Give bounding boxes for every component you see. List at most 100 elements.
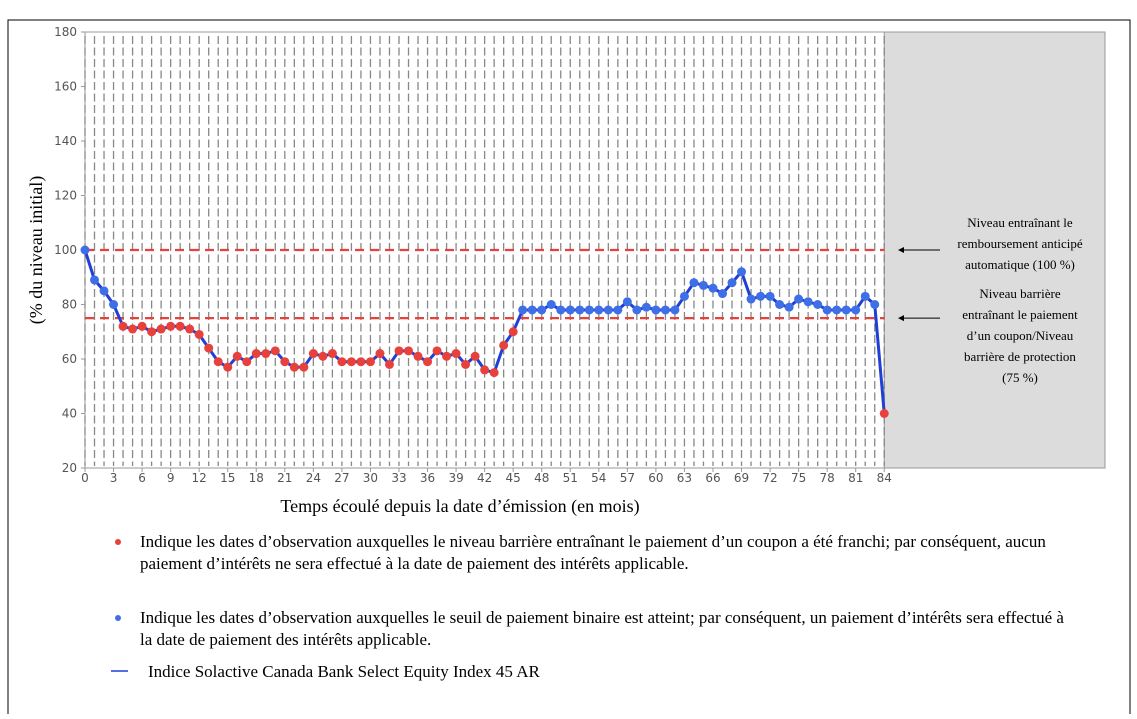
observation-dot bbox=[670, 305, 680, 315]
x-tick-label: 51 bbox=[563, 471, 578, 485]
observation-dot bbox=[765, 291, 775, 301]
observation-dot bbox=[223, 362, 233, 372]
legend-text: Indique les dates d’observation auxquell… bbox=[140, 608, 1064, 649]
observation-dot bbox=[832, 305, 842, 315]
observation-dot bbox=[185, 324, 195, 334]
y-tick-label: 140 bbox=[54, 134, 77, 148]
annotation-text: d’un coupon/Niveau bbox=[967, 328, 1074, 343]
observation-dot bbox=[384, 359, 394, 369]
observation-dot bbox=[461, 359, 471, 369]
observation-dot bbox=[813, 300, 823, 309]
x-tick-label: 69 bbox=[734, 471, 749, 485]
observation-dot bbox=[128, 324, 138, 334]
x-tick-label: 6 bbox=[138, 471, 146, 485]
observation-dot bbox=[708, 283, 718, 293]
annotation-text: (75 %) bbox=[1002, 370, 1038, 385]
x-tick-label: 54 bbox=[591, 471, 606, 485]
observation-dot bbox=[90, 275, 100, 285]
x-tick-label: 12 bbox=[192, 471, 207, 485]
observation-dot bbox=[308, 349, 318, 359]
observation-dot bbox=[575, 305, 585, 315]
observation-dot bbox=[147, 327, 157, 337]
observation-dot bbox=[641, 302, 651, 312]
observation-dot bbox=[356, 357, 366, 367]
x-tick-label: 66 bbox=[705, 471, 720, 485]
observation-dot bbox=[261, 349, 271, 359]
legend-line: Indique les dates d’observation auxquell… bbox=[140, 608, 1064, 627]
legend-dot bbox=[115, 615, 121, 621]
x-tick-label: 18 bbox=[249, 471, 264, 485]
observation-dot bbox=[632, 305, 642, 315]
observation-dot bbox=[432, 346, 442, 356]
y-tick-label: 80 bbox=[62, 298, 77, 312]
y-tick-label: 120 bbox=[54, 189, 77, 203]
legend-line: paiement d’intérêts ne sera effectué à l… bbox=[140, 554, 689, 573]
x-tick-label: 72 bbox=[762, 471, 777, 485]
observation-dot bbox=[879, 409, 889, 418]
observation-dot bbox=[651, 305, 661, 315]
observation-dot bbox=[746, 294, 756, 304]
observation-dot bbox=[613, 305, 623, 315]
x-tick-label: 3 bbox=[110, 471, 118, 485]
legend-dot bbox=[115, 539, 121, 545]
observation-dot bbox=[718, 289, 727, 299]
observation-dot bbox=[365, 357, 375, 367]
x-tick-label: 75 bbox=[791, 471, 806, 485]
observation-dot bbox=[660, 305, 670, 315]
observation-dot bbox=[679, 291, 689, 301]
annotation-text: Niveau entraînant le bbox=[967, 215, 1073, 230]
x-tick-label: 33 bbox=[391, 471, 406, 485]
observation-dot bbox=[99, 286, 109, 296]
x-tick-label: 39 bbox=[448, 471, 463, 485]
legend-text: Indique les dates d’observation auxquell… bbox=[140, 532, 1046, 573]
frame bbox=[7, 19, 1131, 714]
observation-dot bbox=[556, 305, 566, 315]
x-tick-label: 45 bbox=[506, 471, 521, 485]
y-tick-label: 160 bbox=[54, 80, 77, 94]
x-axis-label: Temps écoulé depuis la date d’émission (… bbox=[280, 496, 639, 517]
observation-dot bbox=[327, 349, 337, 359]
x-tick-label: 36 bbox=[420, 471, 435, 485]
observation-dot bbox=[841, 305, 851, 315]
x-tick-label: 63 bbox=[677, 471, 692, 485]
observation-dot bbox=[784, 302, 794, 312]
legend-line: la date de paiement des intérêts applica… bbox=[140, 630, 431, 649]
observation-dot bbox=[775, 300, 785, 309]
annotation-text: automatique (100 %) bbox=[965, 257, 1075, 272]
observation-dot bbox=[508, 327, 518, 337]
observation-dot bbox=[213, 357, 223, 367]
x-tick-label: 78 bbox=[820, 471, 835, 485]
y-tick-label: 100 bbox=[54, 243, 77, 257]
y-tick-label: 60 bbox=[62, 352, 77, 366]
observation-dot bbox=[584, 305, 594, 315]
x-tick-label: 21 bbox=[277, 471, 292, 485]
observation-dot bbox=[851, 305, 861, 315]
observation-dot bbox=[394, 346, 404, 356]
observation-dot bbox=[442, 351, 452, 361]
y-tick-label: 40 bbox=[62, 407, 77, 421]
observation-dot bbox=[698, 280, 708, 290]
observation-dot bbox=[80, 245, 90, 255]
observation-dot bbox=[175, 321, 185, 331]
observation-dot bbox=[318, 351, 328, 361]
observation-dot bbox=[375, 349, 385, 359]
y-tick-label: 20 bbox=[62, 461, 77, 475]
observation-dot bbox=[118, 321, 128, 331]
x-tick-label: 57 bbox=[620, 471, 635, 485]
observation-dot bbox=[499, 340, 509, 350]
annotation-text: remboursement anticipé bbox=[957, 236, 1082, 251]
observation-dot bbox=[737, 267, 747, 277]
observation-dot bbox=[546, 300, 556, 309]
x-tick-label: 42 bbox=[477, 471, 492, 485]
legend-line: Indique les dates d’observation auxquell… bbox=[140, 532, 1046, 551]
observation-dot bbox=[594, 305, 604, 315]
arrow-head bbox=[898, 315, 904, 322]
x-tick-label: 84 bbox=[877, 471, 892, 485]
observation-dot bbox=[727, 278, 737, 288]
observation-dot bbox=[289, 362, 299, 372]
observation-dot bbox=[166, 321, 176, 331]
annotation-text: barrière de protection bbox=[964, 349, 1076, 364]
observation-dot bbox=[622, 297, 632, 307]
observation-dot bbox=[822, 305, 832, 315]
observation-dot bbox=[480, 365, 490, 375]
